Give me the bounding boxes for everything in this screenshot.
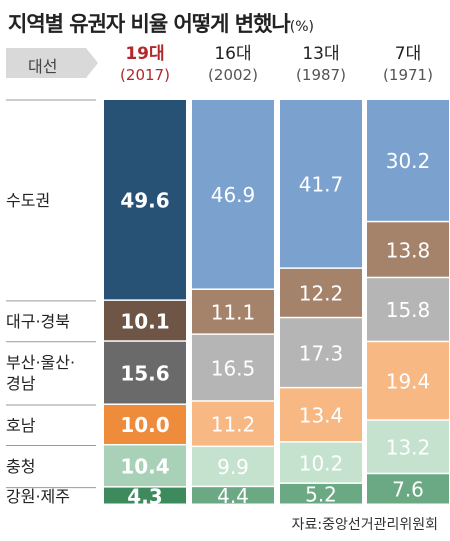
data-label-gangwon-3: 7.6 (392, 478, 424, 502)
data-label-chungcheong-1: 9.9 (217, 455, 249, 479)
data-label-busan-0: 15.6 (120, 361, 169, 385)
segment-divider (280, 503, 362, 507)
bar-segment-gangwon-2 (280, 483, 362, 505)
data-label-busan-2: 17.3 (299, 341, 344, 365)
row-label-busan: 부산·울산· 경남 (6, 353, 76, 394)
data-label-busan-3: 15.8 (386, 298, 431, 322)
bar-segment-busan-1 (192, 334, 274, 402)
bar-segment-daegu-0 (104, 300, 186, 342)
segment-divider (104, 503, 186, 507)
bar-segment-honam-1 (192, 401, 274, 448)
column-header-19: 19대 (2017) (100, 44, 190, 86)
data-label-gangwon-2: 5.2 (305, 482, 337, 506)
data-label-honam-2: 13.4 (299, 403, 344, 427)
data-label-daegu-3: 13.8 (386, 238, 431, 262)
data-label-gangwon-1: 4.4 (217, 484, 249, 508)
column-year: (2017) (120, 66, 170, 84)
bar-segment-gangwon-3 (367, 474, 449, 505)
data-label-busan-1: 16.5 (211, 356, 256, 380)
data-label-daegu-1: 11.1 (211, 300, 256, 324)
bar-segment-chungcheong-3 (367, 420, 449, 475)
data-label-seoul-3: 30.2 (386, 149, 431, 173)
column-header-7: 7대 (1971) (363, 44, 450, 86)
bar-segment-daegu-2 (280, 268, 362, 319)
bar-segment-seoul-0 (104, 100, 186, 301)
bar-segment-chungcheong-1 (192, 447, 274, 488)
row-label-chungcheong: 충청 (6, 457, 36, 477)
header-tag-label: 대선 (28, 57, 58, 76)
bar-segment-seoul-1 (192, 100, 274, 290)
column-header-13: 13대 (1987) (276, 44, 366, 86)
column-header-16: 16대 (2002) (188, 44, 278, 86)
unit-label: (%) (289, 19, 314, 35)
bar-segment-seoul-3 (367, 100, 449, 223)
data-label-seoul-2: 41.7 (299, 172, 344, 196)
data-label-gangwon-0: 4.3 (127, 484, 162, 508)
column-era: 16대 (214, 44, 252, 64)
bar-segment-honam-2 (280, 388, 362, 443)
bar-segment-honam-0 (104, 404, 186, 446)
data-label-honam-0: 10.0 (120, 413, 169, 437)
data-label-seoul-1: 46.9 (211, 183, 256, 207)
bar-segment-gangwon-1 (192, 487, 274, 505)
column-year: (1971) (383, 66, 433, 84)
column-era: 19대 (125, 44, 165, 64)
bar-segment-daegu-1 (192, 289, 274, 335)
column-year: (2002) (208, 66, 258, 84)
data-label-chungcheong-2: 10.2 (299, 451, 344, 475)
data-label-chungcheong-3: 13.2 (386, 435, 431, 459)
data-label-chungcheong-0: 10.4 (120, 455, 169, 479)
bar-segment-daegu-3 (367, 222, 449, 279)
bar-segment-honam-3 (367, 342, 449, 421)
header-tag: 대선 (6, 48, 98, 78)
data-label-daegu-2: 12.2 (299, 282, 344, 306)
column-year: (1987) (296, 66, 346, 84)
bar-segment-seoul-2 (280, 100, 362, 269)
data-label-seoul-0: 49.6 (120, 188, 169, 212)
data-label-honam-3: 19.4 (386, 369, 431, 393)
bar-segment-busan-3 (367, 278, 449, 343)
bar-segment-chungcheong-2 (280, 442, 362, 484)
bar-segment-chungcheong-0 (104, 445, 186, 488)
column-era: 13대 (302, 44, 340, 64)
chart-title: 지역별 유권자 비율 어떻게 변했나(%) (8, 12, 314, 36)
row-label-daegu: 대구·경북 (6, 311, 70, 331)
column-era: 7대 (394, 44, 422, 64)
data-label-daegu-0: 10.1 (120, 309, 169, 333)
bar-segment-gangwon-0 (104, 487, 186, 505)
segment-divider (367, 503, 449, 507)
source-note: 자료:중앙선거관리위원회 (291, 517, 438, 533)
data-label-honam-1: 11.2 (211, 412, 256, 436)
bar-segment-busan-2 (280, 318, 362, 389)
row-label-gangwon: 강원·제주 (6, 486, 70, 506)
bar-segment-busan-0 (104, 341, 186, 405)
segment-divider (192, 503, 274, 507)
row-label-honam: 호남 (6, 415, 36, 435)
row-label-seoul: 수도권 (6, 190, 51, 210)
